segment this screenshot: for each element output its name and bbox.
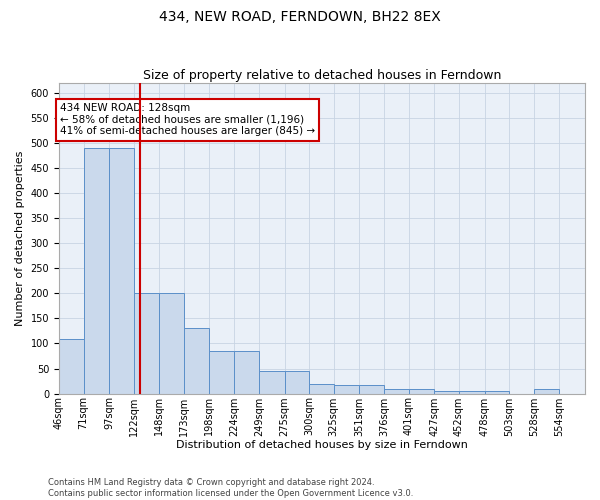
Bar [134, 294, 160, 394]
Text: 434 NEW ROAD: 128sqm
← 58% of detached houses are smaller (1,196)
41% of semi-de: 434 NEW ROAD: 128sqm ← 58% of detached h… [60, 103, 315, 136]
Bar [534, 388, 559, 394]
Bar [259, 371, 284, 394]
Bar [409, 388, 434, 394]
Bar [59, 340, 83, 394]
Bar [359, 384, 384, 394]
Bar [384, 388, 409, 394]
Y-axis label: Number of detached properties: Number of detached properties [15, 150, 25, 326]
Bar [284, 371, 309, 394]
Bar [209, 351, 234, 394]
Bar [334, 384, 359, 394]
Bar [459, 391, 485, 394]
Bar [160, 294, 184, 394]
Text: 434, NEW ROAD, FERNDOWN, BH22 8EX: 434, NEW ROAD, FERNDOWN, BH22 8EX [159, 10, 441, 24]
Bar [109, 148, 134, 394]
Bar [485, 391, 509, 394]
Bar [234, 351, 259, 394]
Title: Size of property relative to detached houses in Ferndown: Size of property relative to detached ho… [143, 69, 501, 82]
Bar [309, 384, 334, 394]
X-axis label: Distribution of detached houses by size in Ferndown: Distribution of detached houses by size … [176, 440, 468, 450]
Text: Contains HM Land Registry data © Crown copyright and database right 2024.
Contai: Contains HM Land Registry data © Crown c… [48, 478, 413, 498]
Bar [83, 148, 109, 394]
Bar [434, 391, 459, 394]
Bar [184, 328, 209, 394]
